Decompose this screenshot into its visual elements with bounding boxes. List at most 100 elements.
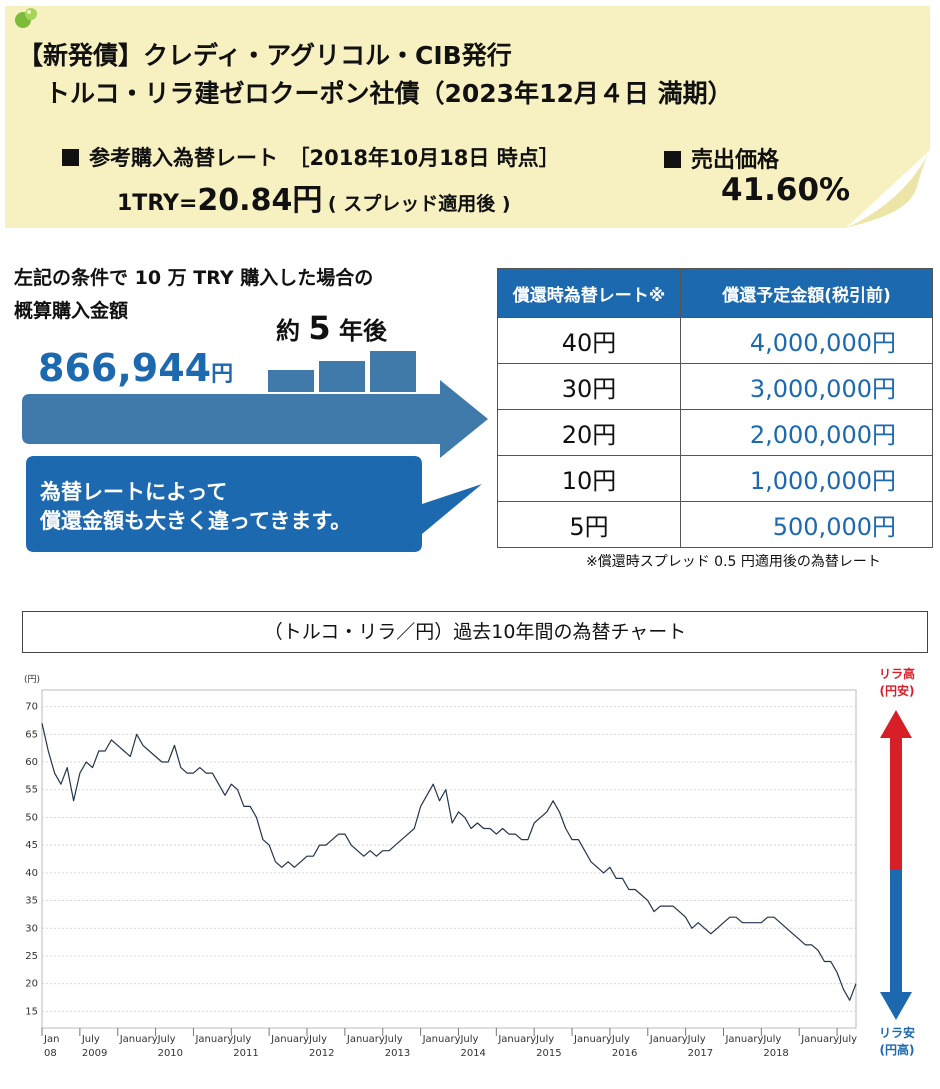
growth-bar-2 bbox=[319, 361, 365, 392]
x-tick-label: January bbox=[194, 1034, 233, 1045]
rate-cell: 30円 bbox=[497, 363, 681, 410]
x-year-label: 2013 bbox=[385, 1048, 410, 1059]
square-bullet-icon bbox=[664, 151, 681, 168]
amount-unit: 円 bbox=[872, 421, 896, 449]
x-tick-label: January bbox=[649, 1034, 688, 1045]
condition-line2: 概算購入金額 bbox=[14, 300, 129, 322]
table-footnote: ※償還時スプレッド 0.5 円適用後の為替レート bbox=[586, 554, 881, 570]
lira-weak-line2: (円高) bbox=[879, 1043, 915, 1057]
x-tick-label: July bbox=[308, 1034, 327, 1045]
x-year-label: 2012 bbox=[309, 1048, 334, 1059]
x-tick-label: January bbox=[422, 1034, 461, 1045]
x-year-label: 2015 bbox=[536, 1048, 561, 1059]
amount-cell: 3,000,000円 bbox=[680, 363, 933, 410]
years-suffix: 年後 bbox=[338, 317, 387, 345]
amount-unit: 円 bbox=[872, 467, 896, 495]
series-line bbox=[41, 723, 857, 1001]
y-tick-label: 30 bbox=[25, 923, 38, 934]
amount-cell: 500,000円 bbox=[680, 501, 933, 548]
x-year-label: 2018 bbox=[763, 1048, 788, 1059]
price-heading: 売出価格 bbox=[664, 142, 779, 174]
y-tick-label: 55 bbox=[25, 785, 38, 796]
y-tick-label: 70 bbox=[25, 702, 38, 713]
years-number: 5 bbox=[308, 309, 331, 347]
x-tick-label: January bbox=[346, 1034, 385, 1045]
condition-text: 左記の条件で 10 万 TRY 購入した場合の 概算購入金額 bbox=[14, 262, 484, 328]
x-tick-label: January bbox=[724, 1034, 763, 1045]
x-tick-label: July bbox=[459, 1034, 478, 1045]
growth-bar-3 bbox=[370, 351, 416, 392]
page-curl-decoration bbox=[846, 150, 930, 228]
y-tick-label: 15 bbox=[25, 1006, 38, 1017]
table-row: 30円 3,000,000円 bbox=[497, 363, 933, 410]
lira-weak-line1: リラ安 bbox=[878, 1026, 915, 1040]
amount-unit: 円 bbox=[872, 329, 896, 357]
table-row: 40円 4,000,000円 bbox=[497, 317, 933, 364]
x-tick-label: July bbox=[81, 1034, 100, 1045]
green-ball-icon bbox=[15, 8, 37, 28]
rate-value: 1TRY=20.84円 ( スプレッド適用後 ) bbox=[117, 175, 511, 219]
y-tick-label: 20 bbox=[25, 979, 38, 990]
bond-title-line2: トルコ・リラ建ゼロクーポン社債（2023年12月４日 満期） bbox=[45, 79, 733, 108]
x-tick-label: July bbox=[157, 1034, 176, 1045]
right-arrow-icon bbox=[22, 380, 488, 458]
amount-cell: 1,000,000円 bbox=[680, 455, 933, 502]
x-year-label: 08 bbox=[44, 1048, 57, 1059]
bubble-line2: 償還金額も大きく違ってきます。 bbox=[40, 509, 352, 533]
condition-line1: 左記の条件で 10 万 TRY 購入した場合の bbox=[14, 267, 374, 289]
x-tick-label: January bbox=[573, 1034, 612, 1045]
rate-heading-text: 参考購入為替レート ［2018年10月18日 時点］ bbox=[89, 146, 560, 170]
plot-area bbox=[41, 689, 857, 1029]
x-tick-label: July bbox=[687, 1034, 706, 1045]
y-tick-label: 45 bbox=[25, 840, 38, 851]
x-year-label: 2017 bbox=[688, 1048, 713, 1059]
header-amount: 償還予定金額(税引前) bbox=[680, 268, 933, 318]
x-tick-label: July bbox=[611, 1034, 630, 1045]
x-tick-label: January bbox=[497, 1034, 536, 1045]
purchase-amount-unit: 円 bbox=[211, 362, 234, 387]
y-tick-label: 50 bbox=[25, 812, 38, 823]
lira-yen-chart: (円) 15 20 25 30 35 40 45 50 55 60 65 70 Jan 08 July 2009… bbox=[24, 674, 857, 1059]
amount-cell: 2,000,000円 bbox=[680, 409, 933, 456]
amount-value: 2,000,000 bbox=[749, 421, 872, 449]
x-tick-label: July bbox=[762, 1034, 781, 1045]
y-tick-label: 60 bbox=[25, 757, 38, 768]
y-tick-label: 35 bbox=[25, 896, 38, 907]
redemption-table: 償還時為替レート※ 償還予定金額(税引前) 40円 4,000,000円 30円 3,… bbox=[497, 268, 933, 548]
y-axis-unit: (円) bbox=[24, 674, 40, 685]
rate-unit: 円 bbox=[292, 183, 323, 218]
table-header-row: 償還時為替レート※ 償還予定金額(税引前) bbox=[497, 268, 933, 318]
growth-bar-1 bbox=[268, 370, 314, 392]
x-year-label: 2010 bbox=[158, 1048, 183, 1059]
speech-bubble bbox=[26, 456, 482, 552]
years-label: 約 5 年後 bbox=[276, 309, 387, 347]
amount-value: 1,000,000 bbox=[749, 467, 872, 495]
amount-unit: 円 bbox=[872, 375, 896, 403]
rate-prefix: 1TRY= bbox=[117, 191, 198, 216]
x-year-label: 2016 bbox=[612, 1048, 637, 1059]
up-down-arrow-icon bbox=[880, 710, 912, 1020]
x-tick-label: Jan bbox=[43, 1034, 59, 1045]
y-tick-label: 25 bbox=[25, 951, 38, 962]
square-bullet-icon bbox=[62, 149, 79, 166]
x-tick-label: January bbox=[800, 1034, 839, 1045]
rate-cell: 10円 bbox=[497, 455, 681, 502]
lira-weak-label: リラ安 (円高) bbox=[868, 1025, 926, 1059]
x-tick-label: January bbox=[119, 1034, 158, 1045]
amount-value: 4,000,000 bbox=[749, 329, 872, 357]
x-tick-label: July bbox=[535, 1034, 554, 1045]
chart-title: （トルコ・リラ／円）過去10年間の為替チャート bbox=[22, 611, 928, 653]
table-row: 10円 1,000,000円 bbox=[497, 455, 933, 502]
x-year-label: 2009 bbox=[82, 1048, 107, 1059]
years-prefix: 約 bbox=[276, 317, 300, 345]
bubble-line1: 為替レートによって bbox=[40, 480, 228, 504]
rate-note: ( スプレッド適用後 ) bbox=[327, 193, 511, 215]
lira-strong-line1: リラ高 bbox=[878, 667, 915, 681]
rate-cell: 20円 bbox=[497, 409, 681, 456]
purchase-amount-number: 866,944 bbox=[38, 346, 212, 390]
price-value: 41.60% bbox=[721, 172, 851, 208]
bubble-text: 為替レートによって 償還金額も大きく違ってきます。 bbox=[40, 478, 351, 536]
rate-cell: 5円 bbox=[497, 501, 681, 548]
amount-cell: 4,000,000円 bbox=[680, 317, 933, 364]
amount-value: 500,000 bbox=[772, 513, 872, 541]
